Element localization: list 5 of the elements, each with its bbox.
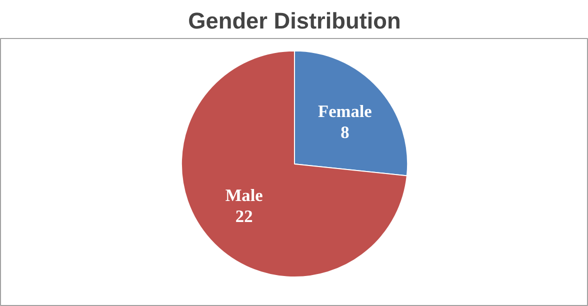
slice-label: Female (318, 102, 372, 122)
chart-title: Gender Distribution (188, 8, 401, 34)
data-label: 22 (235, 206, 253, 226)
data-label: 8 (340, 122, 350, 142)
slice-label: Male (225, 186, 264, 205)
